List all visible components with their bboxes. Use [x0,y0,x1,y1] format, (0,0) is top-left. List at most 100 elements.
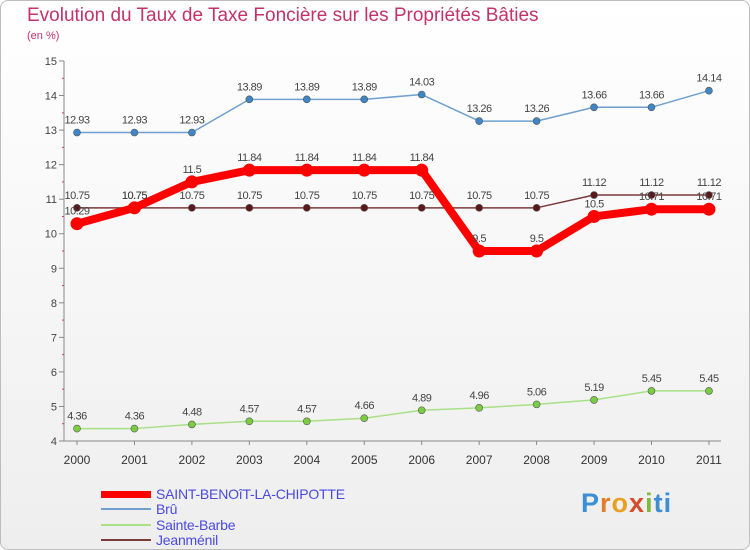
data-label-sainte-barbe-2007: 4.96 [469,390,489,402]
data-point-saint-benoit-la-chipotte-2006 [415,163,429,177]
data-label-sainte-barbe-2009: 5.19 [584,382,604,394]
data-label-jeanmenil-2006: 10.75 [409,190,434,202]
y-tick-label-10: 10 [45,229,57,241]
data-label-bru-2001: 12.93 [122,115,147,127]
data-point-saint-benoit-la-chipotte-2001 [127,201,141,215]
data-label-bru-2000: 12.93 [64,115,89,127]
data-point-bru-2007 [475,117,483,125]
data-point-jeanmenil-2006 [417,204,426,212]
x-tick-label-2001: 2001 [121,453,148,467]
x-tick-label-2011: 2011 [696,453,722,467]
data-point-sainte-barbe-2010 [647,387,656,395]
data-point-sainte-barbe-2002 [188,420,196,429]
data-label-bru-2009: 13.66 [582,89,607,101]
data-label-bru-2007: 13.26 [467,103,492,115]
legend-swatch-bru [101,508,151,510]
data-label-jeanmenil-2002: 10.75 [179,190,204,202]
data-point-bru-2006 [417,90,426,99]
y-tick-label-6: 6 [51,367,57,379]
y-tick-label-11: 11 [46,194,57,206]
chart-title: Evolution du Taux de Taxe Foncière sur l… [27,5,539,26]
legend-item-jeanmenil: Jeanménil [101,532,218,548]
data-point-sainte-barbe-2004 [302,417,311,426]
data-label-sainte-barbe-2011: 5.45 [699,373,719,385]
x-tick-label-2005: 2005 [351,453,378,467]
y-tick-label-9: 9 [51,263,57,275]
data-label-sainte-barbe-2010: 5.45 [642,373,662,385]
data-point-saint-benoit-la-chipotte-2011 [702,202,716,216]
data-point-sainte-barbe-2007 [475,404,483,412]
data-label-bru-2010: 13.66 [639,89,664,101]
data-point-jeanmenil-2002 [188,204,196,212]
x-tick-label-2004: 2004 [293,453,320,467]
legend-label-sainte-barbe: Sainte-Barbe [156,517,236,533]
data-point-sainte-barbe-2006 [417,406,426,415]
proxiti-logo: Proxiti [581,488,673,518]
data-label-saint-benoit-la-chipotte-2006: 11.84 [410,152,435,164]
data-label-jeanmenil-2005: 10.75 [352,190,377,202]
data-point-jeanmenil-2008 [532,204,541,212]
legend-swatch-sainte-barbe [101,524,151,526]
data-point-sainte-barbe-2003 [245,417,254,426]
data-point-bru-2010 [647,103,656,112]
data-label-bru-2008: 13.26 [524,103,549,115]
data-label-saint-benoit-la-chipotte-2004: 11.84 [295,152,320,164]
y-tick-label-4: 4 [51,436,57,448]
series-line-saint-benoit-la-chipotte [73,166,713,255]
data-point-saint-benoit-la-chipotte-2009 [587,209,601,223]
x-tick-label-2002: 2002 [179,453,206,467]
x-tick-label-2006: 2006 [408,453,435,467]
data-point-saint-benoit-la-chipotte-2007 [472,244,486,258]
series-line-sainte-barbe [76,390,710,430]
series-line-jeanmenil [76,194,710,209]
data-point-sainte-barbe-2001 [130,424,139,433]
data-label-saint-benoit-la-chipotte-2002: 11.5 [183,164,202,176]
legend-item-sainte-barbe: Sainte-Barbe [101,517,236,533]
data-label-jeanmenil-2010: 11.12 [639,177,664,189]
data-point-jeanmenil-2003 [245,204,254,212]
data-label-sainte-barbe-2001: 4.36 [125,411,145,423]
data-label-jeanmenil-2008: 10.75 [524,190,549,202]
y-tick-label-7: 7 [51,332,57,344]
series-line-bru [76,89,710,134]
legend-label-saint-benoit: SAINT-BENOîT-LA-CHIPOTTE [156,486,345,502]
data-label-bru-2004: 13.89 [294,81,319,93]
data-label-saint-benoit-la-chipotte-2005: 11.84 [352,152,377,164]
x-tick-label-2007: 2007 [466,453,493,467]
data-point-jeanmenil-2000 [73,204,81,212]
data-point-sainte-barbe-2005 [360,414,369,423]
data-point-bru-2011 [705,86,713,95]
data-label-jeanmenil-2007: 10.75 [467,190,492,202]
data-label-jeanmenil-2000: 10.75 [64,190,89,202]
data-point-saint-benoit-la-chipotte-2005 [357,163,371,177]
data-point-sainte-barbe-2009 [590,396,598,404]
data-point-bru-2003 [245,95,254,104]
data-label-saint-benoit-la-chipotte-2007: 9.5 [472,233,486,245]
y-tick-label-12: 12 [45,160,57,172]
x-tick-label-2000: 2000 [64,453,91,467]
legend-item-saint-benoit: SAINT-BENOîT-LA-CHIPOTTE [101,486,345,502]
data-label-sainte-barbe-2002: 4.48 [182,406,202,418]
legend-label-bru: Brû [156,501,178,517]
data-point-jeanmenil-2005 [360,204,369,212]
data-label-jeanmenil-2001: 10.75 [122,190,147,202]
data-point-sainte-barbe-2000 [73,424,81,433]
data-label-bru-2006: 14.03 [409,77,434,89]
data-label-jeanmenil-2003: 10.75 [237,190,262,202]
data-point-bru-2008 [532,117,541,125]
data-point-bru-2005 [360,95,369,104]
data-label-jeanmenil-2011: 11.12 [697,177,722,189]
x-tick-label-2008: 2008 [523,453,550,467]
legend-item-bru: Brû [101,501,177,517]
data-point-bru-2002 [188,128,196,137]
data-label-sainte-barbe-2006: 4.89 [412,392,432,404]
data-point-saint-benoit-la-chipotte-2002 [185,175,199,189]
legend-swatch-jeanmenil [101,539,151,541]
data-label-sainte-barbe-2003: 4.57 [240,403,260,415]
data-label-sainte-barbe-2004: 4.57 [297,403,317,415]
data-point-bru-2001 [130,128,139,137]
data-point-jeanmenil-2004 [302,204,311,212]
data-label-bru-2005: 13.89 [352,81,377,93]
